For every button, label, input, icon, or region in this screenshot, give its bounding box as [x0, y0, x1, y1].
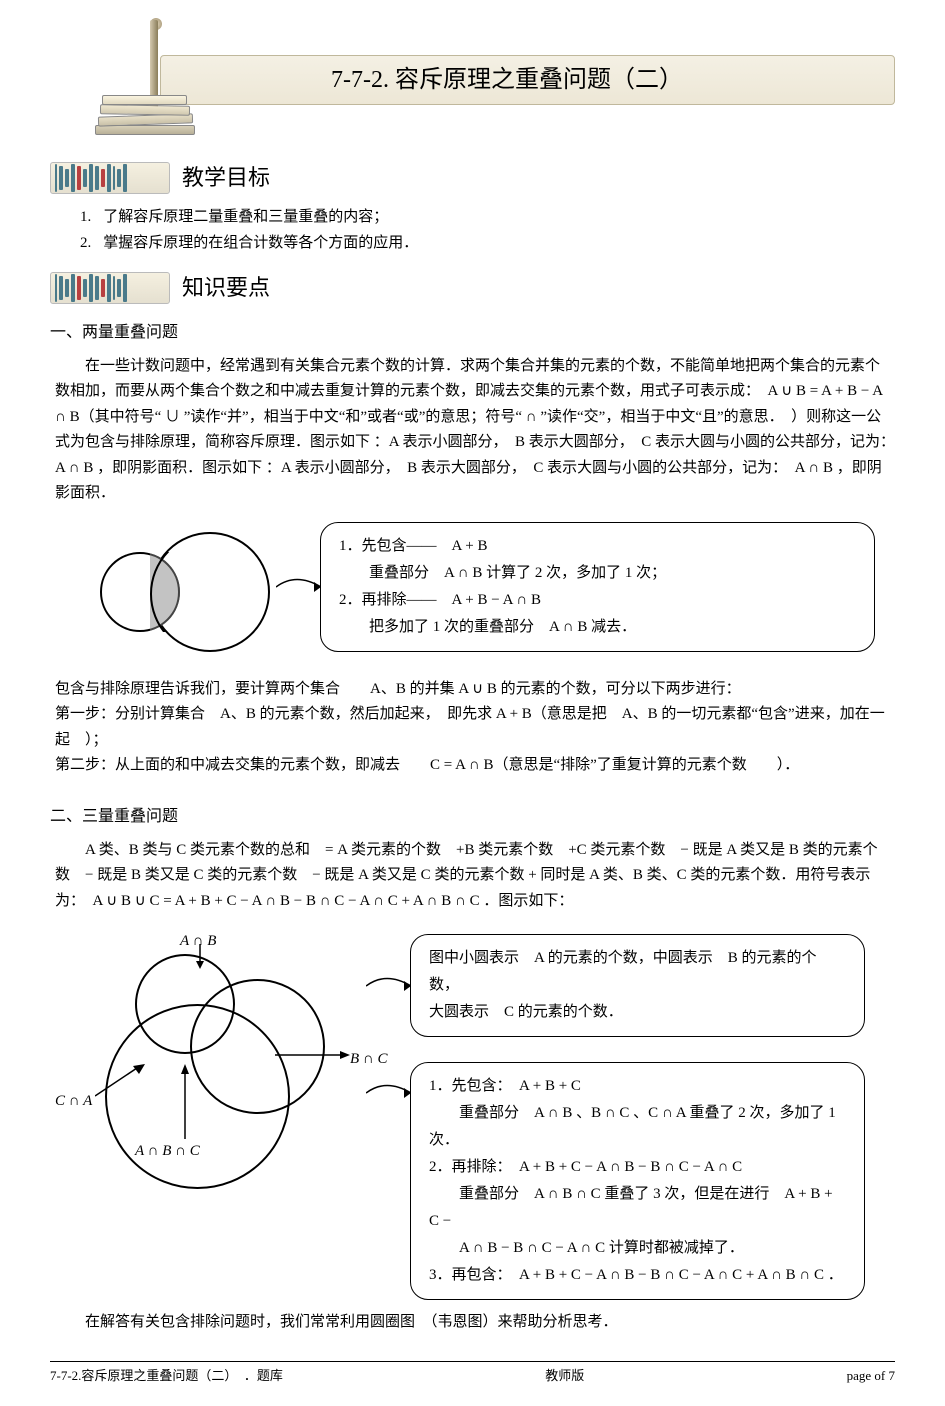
venn-label-bc: B ∩ C [350, 1047, 388, 1071]
chapter-header-banner: 7-7-2. 容斥原理之重叠问题（二） [50, 20, 895, 130]
part2-paragraph: A 类、B 类与 C 类元素个数的总和 = A 类元素的个数 +B 类元素个数 … [50, 838, 895, 915]
callout-line: 把多加了 1 次的重叠部分 A ∩ B 减去． [339, 614, 856, 641]
callout-line: 1．先包含—— A + B [339, 533, 856, 560]
two-set-callout: 1．先包含—— A + B 重叠部分 A ∩ B 计算了 2 次，多加了 1 次… [320, 522, 875, 652]
page-footer: 7-7-2.容斥原理之重叠问题（二） ．题库 教师版 page of 7 [50, 1361, 895, 1387]
three-set-callout-bottom: 1．先包含： A + B + C 重叠部分 A ∩ B 、B ∩ C 、C ∩ … [410, 1062, 865, 1300]
callout-line: A ∩ B − B ∩ C − A ∩ C 计算时都被减掉了． [429, 1235, 846, 1262]
callout-line: 重叠部分 A ∩ B ∩ C 重叠了 3 次，但是在进行 A + B + C − [429, 1181, 846, 1235]
callout-line: 2．再排除： A + B + C − A ∩ B − B ∩ C − A ∩ C [429, 1154, 846, 1181]
part1-after2: 第一步：分别计算集合 A、B 的元素个数，然后加起来， 即先求 A + B（意思… [50, 702, 895, 753]
item-text: 掌握容斥原理的在组合计数等各个方面的应用． [103, 231, 418, 255]
arrow-ca-icon [95, 1064, 145, 1099]
three-set-callout-top: 图中小圆表示 A 的元素的个数，中圆表示 B 的元素的个数， 大圆表示 C 的元… [410, 934, 865, 1037]
callout-arrow-icon [276, 577, 321, 597]
arrow-ab-icon [190, 944, 210, 969]
three-set-figure: A ∩ B B ∩ C C ∩ A A ∩ B ∩ C 图中小圆表示 A [60, 924, 865, 1300]
part1-title: 一、两量重叠问题 [50, 320, 895, 346]
part2-title: 二、三量重叠问题 [50, 804, 895, 830]
section-title-goals: 教学目标 [182, 160, 270, 195]
book-stack-icon [90, 95, 200, 145]
three-set-callouts: 图中小圆表示 A 的元素的个数，中圆表示 B 的元素的个数， 大圆表示 C 的元… [410, 934, 865, 1300]
list-item: 1. 了解容斥原理二量重叠和三量重叠的内容； [80, 205, 895, 229]
goals-list: 1. 了解容斥原理二量重叠和三量重叠的内容； 2. 掌握容斥原理的在组合计数等各… [50, 205, 895, 255]
chapter-title-bar: 7-7-2. 容斥原理之重叠问题（二） [160, 55, 895, 105]
callout-line: 3．再包含： A + B + C − A ∩ B − B ∩ C − A ∩ C… [429, 1262, 846, 1289]
barcode-icon [50, 272, 170, 304]
venn-label-ca: C ∩ A [55, 1089, 92, 1113]
section-header-goals: 教学目标 [50, 160, 895, 195]
callout-line: 图中小圆表示 A 的元素的个数，中圆表示 B 的元素的个数， [429, 945, 846, 999]
arrow-bc-icon [275, 1049, 350, 1061]
list-item: 2. 掌握容斥原理的在组合计数等各个方面的应用． [80, 231, 895, 255]
arrow-abc-icon [175, 1064, 195, 1139]
callout-line: 1．先包含： A + B + C [429, 1073, 846, 1100]
callout-arrow-icon [366, 976, 411, 996]
part1-after1: 包含与排除原理告诉我们，要计算两个集合 A、B 的并集 A ∪ B 的元素的个数… [50, 677, 895, 703]
callout-line: 重叠部分 A ∩ B 计算了 2 次，多加了 1 次； [339, 560, 856, 587]
section-title-points: 知识要点 [182, 270, 270, 305]
callout-line: 重叠部分 A ∩ B 、B ∩ C 、C ∩ A 重叠了 2 次，多加了 1 次… [429, 1100, 846, 1154]
footer-right: page of 7 [847, 1366, 895, 1387]
venn-diagram-3set-icon: A ∩ B B ∩ C C ∩ A A ∩ B ∩ C [60, 924, 390, 1214]
callout-arrow-icon [366, 1083, 411, 1103]
footer-center: 教师版 [545, 1366, 584, 1387]
venn-diagram-2set-icon [70, 522, 290, 662]
chapter-title: 7-7-2. 容斥原理之重叠问题（二） [331, 61, 683, 99]
item-number: 1. [80, 205, 91, 229]
section-header-points: 知识要点 [50, 270, 895, 305]
venn-label-abc: A ∩ B ∩ C [135, 1139, 200, 1163]
callout-line: 大圆表示 C 的元素的个数． [429, 999, 846, 1026]
part2-closing: 在解答有关包含排除问题时，我们常常利用圆圈图 （韦恩图）来帮助分析思考． [50, 1310, 895, 1336]
part1-paragraph: 在一些计数问题中，经常遇到有关集合元素个数的计算．求两个集合并集的元素的个数，不… [50, 354, 895, 507]
two-set-figure: 1．先包含—— A + B 重叠部分 A ∩ B 计算了 2 次，多加了 1 次… [70, 522, 875, 662]
part1-after3: 第二步：从上面的和中减去交集的元素个数，即减去 C = A ∩ B（意思是“排除… [50, 753, 895, 779]
footer-left: 7-7-2.容斥原理之重叠问题（二） ．题库 [50, 1366, 283, 1387]
item-text: 了解容斥原理二量重叠和三量重叠的内容； [103, 205, 388, 229]
barcode-icon [50, 162, 170, 194]
item-number: 2. [80, 231, 91, 255]
callout-line: 2．再排除—— A + B − A ∩ B [339, 587, 856, 614]
